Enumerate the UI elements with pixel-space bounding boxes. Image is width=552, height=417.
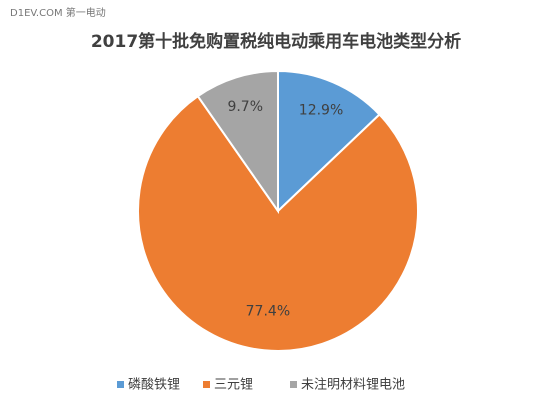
legend-label: 三元锂 xyxy=(214,378,253,393)
watermark: D1EV.COM 第一电动 xyxy=(10,6,106,19)
legend-marker xyxy=(117,381,124,388)
pie-slice xyxy=(196,69,279,215)
pie-slice xyxy=(277,69,381,214)
data-label: 9.7% xyxy=(227,99,263,115)
legend-marker xyxy=(290,381,297,388)
legend-label: 磷酸铁锂 xyxy=(128,378,180,393)
legend-marker xyxy=(203,381,210,388)
chart-title: 2017第十批免购置税纯电动乘用车电池类型分析 xyxy=(91,31,461,52)
data-label: 12.9% xyxy=(299,103,343,119)
legend-label: 未注明材料锂电池 xyxy=(301,378,405,393)
data-label: 77.4% xyxy=(246,303,290,319)
pie-slice xyxy=(137,94,419,352)
